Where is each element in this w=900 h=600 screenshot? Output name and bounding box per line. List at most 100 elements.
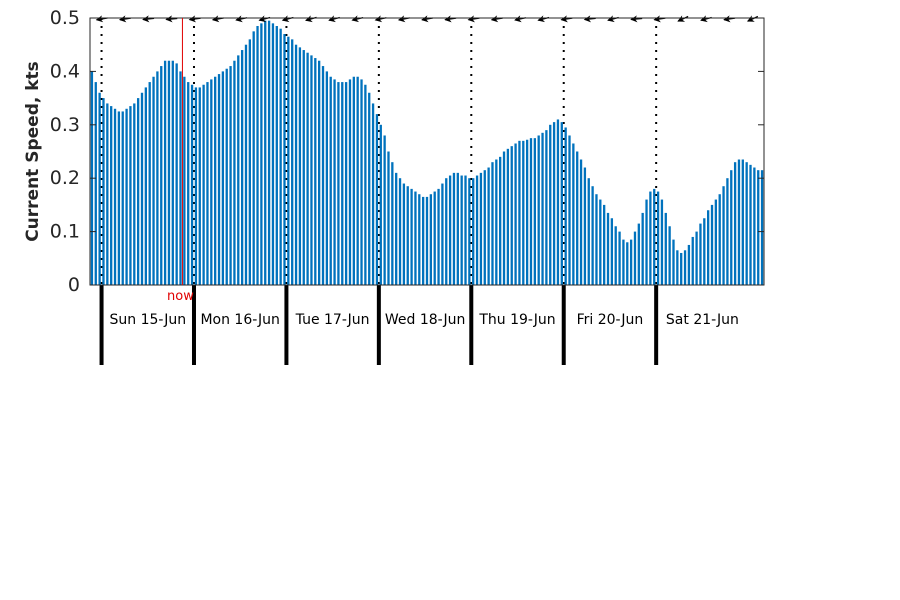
- bar: [202, 84, 205, 285]
- bar: [703, 218, 706, 285]
- bar: [210, 79, 213, 285]
- bar: [733, 162, 737, 285]
- bar: [668, 226, 671, 285]
- day-separators: [99, 18, 659, 365]
- bar: [468, 178, 471, 285]
- direction-arrow: [95, 15, 108, 23]
- bar: [329, 76, 332, 286]
- bar: [683, 250, 687, 285]
- bar: [649, 191, 652, 285]
- direction-arrow: [281, 15, 294, 23]
- bar: [237, 55, 240, 285]
- bar: [125, 108, 128, 285]
- y-tick-label: 0: [68, 274, 80, 296]
- bar: [475, 175, 479, 285]
- bar: [183, 76, 186, 286]
- bar: [306, 52, 309, 286]
- bar: [375, 114, 379, 286]
- bar: [110, 106, 113, 285]
- direction-arrow: [723, 15, 736, 23]
- bar: [464, 175, 467, 285]
- bar: [629, 239, 633, 285]
- bar: [583, 167, 587, 285]
- bar: [398, 178, 402, 285]
- bar: [645, 199, 648, 285]
- bar: [487, 167, 490, 285]
- bar: [360, 79, 363, 285]
- bar: [344, 82, 348, 285]
- direction-arrow: [607, 15, 619, 23]
- y-tick-label: 0.4: [50, 60, 80, 82]
- bar: [152, 76, 155, 286]
- bar: [171, 60, 174, 285]
- bar: [106, 103, 109, 285]
- direction-arrow: [514, 15, 527, 23]
- bar: [545, 130, 548, 285]
- bar: [333, 79, 336, 285]
- y-tick-label: 0.1: [50, 221, 80, 243]
- bar: [260, 23, 263, 286]
- day-label: Thu 19-Jun: [478, 312, 555, 328]
- bar: [418, 194, 421, 285]
- bar: [341, 82, 344, 285]
- y-tick-label: 0.3: [50, 114, 80, 136]
- direction-arrow: [328, 15, 340, 23]
- bar: [102, 98, 105, 285]
- bar: [533, 138, 536, 285]
- bar: [113, 108, 117, 285]
- bar: [163, 60, 167, 285]
- bar: [421, 196, 425, 285]
- bar: [653, 188, 656, 285]
- direction-arrow: [142, 15, 155, 23]
- direction-arrow: [700, 15, 712, 23]
- bar: [325, 71, 329, 286]
- bar: [730, 170, 733, 285]
- bar: [606, 212, 610, 285]
- bar: [737, 159, 741, 285]
- bar: [726, 178, 729, 285]
- bar: [356, 76, 359, 286]
- bar: [680, 252, 683, 285]
- bar: [414, 191, 417, 285]
- bar: [187, 82, 190, 285]
- direction-arrow: [305, 15, 317, 23]
- bar: [240, 50, 244, 285]
- bar: [175, 63, 178, 285]
- bar: [460, 175, 463, 285]
- bar: [179, 71, 182, 286]
- bar: [291, 39, 294, 285]
- bar: [510, 146, 513, 285]
- bar: [722, 186, 725, 285]
- bar: [194, 87, 198, 285]
- day-label: Fri 20-Jun: [577, 312, 644, 328]
- bar: [506, 148, 510, 285]
- direction-arrow: [444, 15, 457, 23]
- bar: [94, 82, 97, 285]
- bar: [529, 138, 533, 285]
- bar: [395, 172, 398, 285]
- day-label: Tue 17-Jun: [295, 312, 370, 328]
- bar: [256, 26, 259, 285]
- bar: [549, 124, 552, 285]
- bar: [117, 111, 121, 285]
- bar: [229, 66, 232, 285]
- bar: [167, 60, 171, 285]
- y-tick-label: 0.2: [50, 167, 80, 189]
- bar: [129, 106, 132, 285]
- direction-arrows: [95, 15, 759, 23]
- bar: [441, 183, 444, 285]
- direction-arrow: [490, 15, 503, 23]
- direction-arrow: [351, 15, 364, 23]
- bar: [445, 178, 448, 285]
- bar: [287, 36, 290, 285]
- bar: [337, 82, 340, 285]
- y-tick-label: 0.5: [50, 7, 80, 29]
- bar: [691, 236, 694, 285]
- direction-arrow: [165, 15, 178, 23]
- bar: [402, 183, 406, 285]
- bar: [483, 170, 486, 285]
- bar: [190, 84, 194, 285]
- direction-arrow: [583, 15, 596, 23]
- bar: [595, 194, 598, 285]
- direction-arrow: [677, 15, 689, 22]
